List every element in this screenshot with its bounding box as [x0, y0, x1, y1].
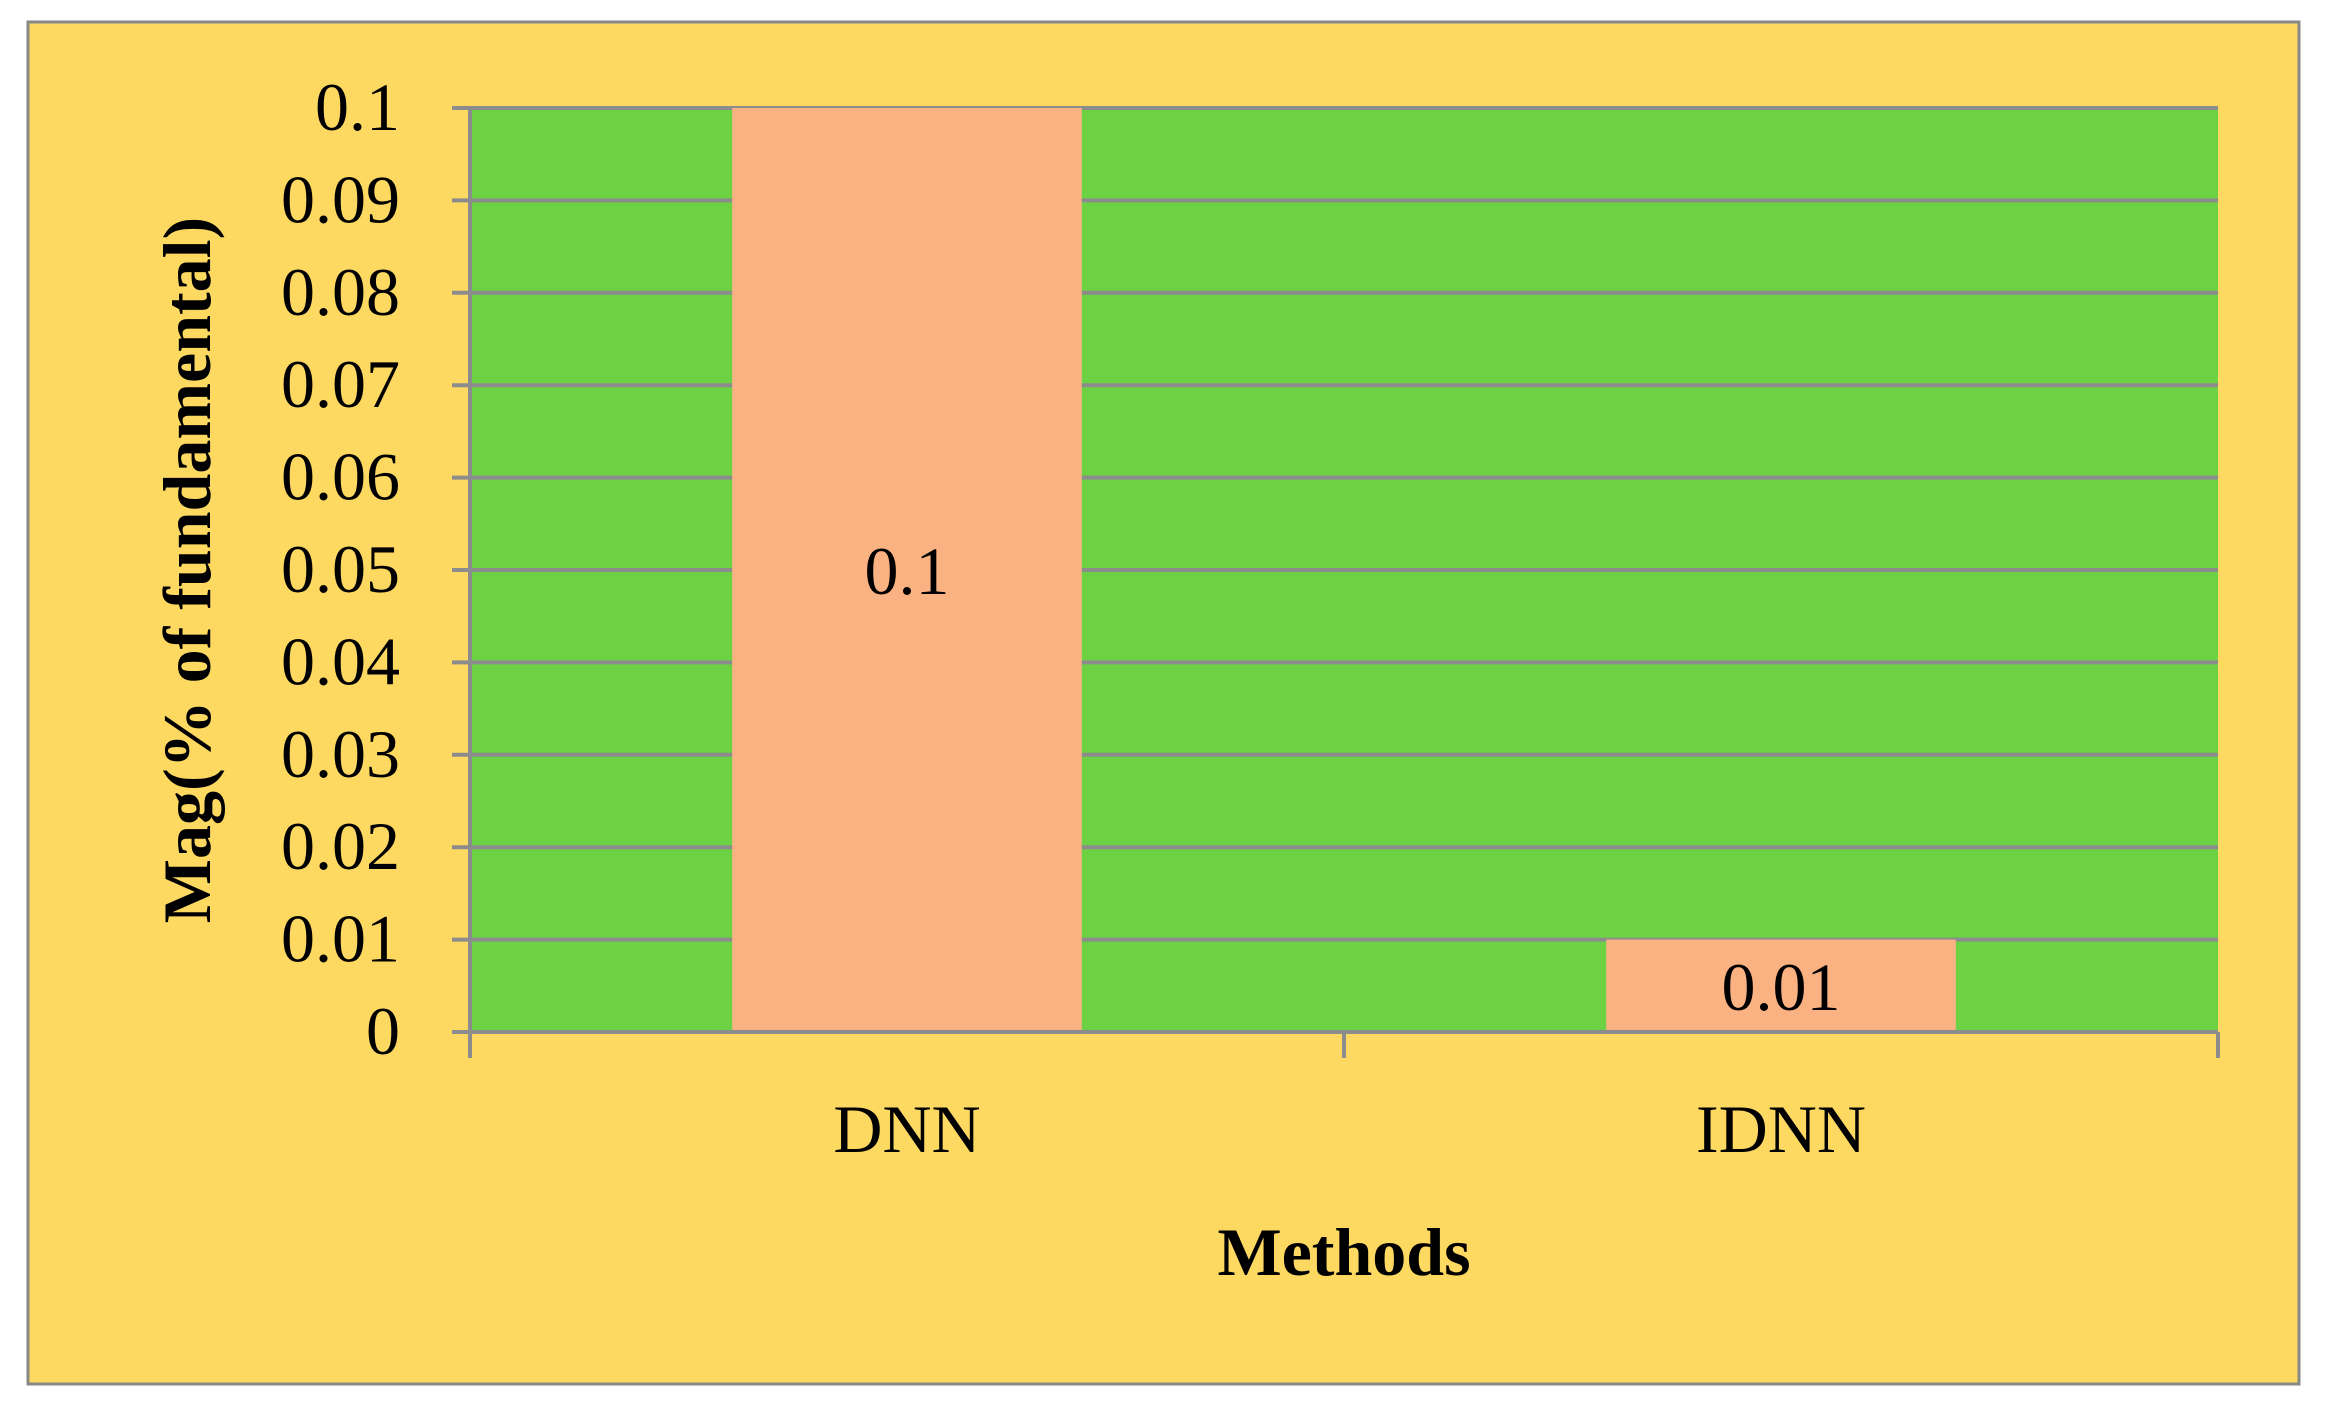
data-label: 0.1	[865, 533, 950, 609]
y-tick-label: 0.03	[281, 716, 400, 792]
bars	[732, 108, 1956, 1032]
axes	[452, 106, 2220, 1058]
y-tick-label: 0.05	[281, 531, 400, 607]
y-axis-title: Mag(% of fundamental)	[149, 217, 225, 923]
y-tick-label: 0.01	[281, 901, 400, 977]
x-axis-title: Methods	[1217, 1214, 1470, 1290]
x-tick-label: DNN	[833, 1091, 980, 1167]
bar-dnn	[732, 108, 1082, 1032]
y-tick-label: 0.08	[281, 254, 400, 330]
y-tick-label: 0.06	[281, 439, 400, 515]
bar-idnn	[1606, 939, 1956, 1032]
x-tick-label: IDNN	[1696, 1091, 1866, 1167]
y-tick-label: 0.1	[315, 69, 400, 145]
y-tick-label: 0.04	[281, 623, 400, 699]
y-tick-label: 0.02	[281, 808, 400, 884]
labels: 0 0.01 0.02 0.03 0.04 0.05 0.06 0.07 0.08 0.09 0.1…	[281, 69, 1866, 1167]
y-tick-label: 0.09	[281, 161, 400, 237]
y-tick-label: 0.07	[281, 346, 400, 422]
y-tick-label: 0	[366, 993, 400, 1069]
data-label: 0.01	[1722, 949, 1841, 1025]
